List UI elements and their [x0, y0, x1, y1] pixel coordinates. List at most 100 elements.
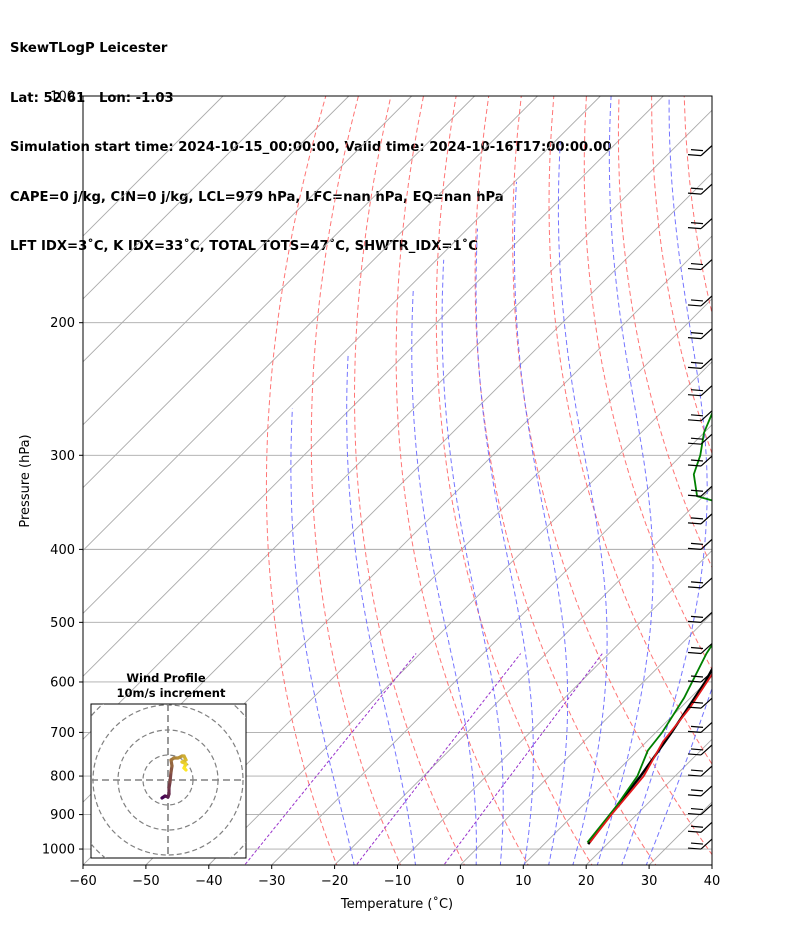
- wind-barb: [687, 259, 713, 271]
- cape-shading: [589, 669, 712, 843]
- wind-barb-staff: [700, 218, 713, 230]
- wind-barb-staff: [700, 671, 713, 683]
- moist-adiabat-line: [513, 181, 569, 865]
- wind-barb-flag: [687, 847, 702, 850]
- y-tick-label: 400: [50, 543, 75, 558]
- isotherm-line: [460, 612, 712, 865]
- isotherm-line: [83, 109, 712, 740]
- wind-barb-flag: [690, 769, 704, 772]
- wind-barb-flag: [690, 842, 704, 845]
- x-tick-label: 40: [704, 874, 721, 889]
- y-axis-ticks: 100 200 300 400 500 600 700 800 900 1000: [42, 90, 83, 858]
- wind-barb: [687, 744, 713, 756]
- wind-barb-flag: [690, 542, 704, 545]
- isotherm-line: [775, 96, 794, 865]
- moist-adiabat-line: [290, 408, 355, 865]
- wind-barb-flag: [687, 192, 702, 195]
- dry-adiabat-line: [310, 96, 402, 865]
- wind-barb-flag: [690, 807, 704, 811]
- wind-barb-flag: [690, 389, 704, 392]
- parcel-profile-line: [587, 666, 712, 845]
- wind-barb-flag: [687, 753, 702, 756]
- wind-barb-staff: [700, 821, 713, 833]
- wind-barb-staff: [700, 577, 713, 589]
- wind-barb-flag: [687, 366, 702, 369]
- wind-barb: [687, 218, 713, 230]
- isotherm-line: [334, 486, 712, 865]
- dry-adiabat-line: [583, 96, 712, 671]
- wind-barb-flag: [687, 774, 702, 777]
- x-tick-label: −50: [132, 874, 159, 889]
- wind-barb-flag: [690, 825, 704, 828]
- wind-barb-flag: [690, 414, 704, 417]
- wind-barb-staff: [700, 485, 713, 497]
- x-tick-label: −60: [69, 874, 96, 889]
- wind-barb-staff: [700, 145, 713, 157]
- hodograph-trace-segment: [182, 766, 188, 772]
- dry-adiabat-line: [683, 96, 712, 316]
- y-tick-label: 600: [50, 675, 75, 690]
- moist-adiabat-line: [596, 96, 654, 865]
- wind-barb-flag: [690, 517, 704, 520]
- wind-barb-flag: [687, 304, 702, 307]
- wind-barb-staff: [700, 328, 713, 340]
- dry-adiabat-line: [395, 96, 529, 865]
- isotherm-line: [585, 738, 712, 865]
- background-lines: [83, 96, 794, 868]
- isotherm-line: [648, 801, 712, 865]
- wind-barb-flag: [687, 794, 702, 797]
- wind-barb-flag: [687, 830, 702, 833]
- isotherm-line: [83, 96, 664, 677]
- wind-barb-flag: [690, 299, 704, 302]
- y-tick-label: 800: [50, 770, 75, 785]
- wind-barb-flag: [687, 522, 702, 525]
- wind-barb-flag: [690, 581, 704, 584]
- wind-barb-flag: [690, 459, 704, 462]
- wind-barb-flag: [687, 442, 702, 445]
- wind-barb-staff: [700, 513, 713, 525]
- x-axis-ticks: −60 −50 −40 −30 −20 −10 0 10 20 30 40: [69, 865, 720, 889]
- wind-barb-flag: [690, 701, 704, 704]
- y-tick-label: 900: [50, 808, 75, 823]
- isotherm-line: [83, 96, 475, 489]
- isotherm-line: [522, 675, 712, 865]
- wind-barb: [687, 183, 713, 195]
- y-tick-label: 100: [50, 90, 75, 105]
- y-tick-label: 1000: [42, 843, 75, 858]
- moist-adiabat-line: [645, 686, 712, 865]
- isotherm-line: [83, 96, 601, 615]
- wind-barb-flag: [687, 494, 702, 497]
- wind-barb-flag: [687, 419, 702, 422]
- wind-barb: [687, 538, 713, 550]
- x-tick-label: −10: [384, 874, 411, 889]
- isotherm-line: [711, 864, 712, 865]
- moist-adiabat-line: [346, 353, 417, 865]
- wind-barb-staff: [700, 455, 713, 467]
- dry-adiabat-line: [435, 96, 593, 865]
- wind-barb: [687, 295, 713, 307]
- wind-barb: [687, 485, 713, 497]
- y-tick-label: 500: [50, 616, 75, 631]
- cape-fill-layer: [589, 669, 712, 843]
- wind-barb-flag: [687, 730, 702, 733]
- wind-barb-staff: [700, 744, 713, 756]
- mixing-ratio-line: [244, 653, 417, 865]
- wind-barb-flag: [690, 149, 704, 152]
- dry-adiabat-line: [749, 96, 794, 868]
- wind-barb-flag: [690, 262, 704, 266]
- x-tick-label: −30: [258, 874, 285, 889]
- wind-barb: [687, 577, 713, 589]
- isotherm-line: [145, 298, 712, 865]
- mixing-ratio-line: [443, 653, 603, 865]
- header-station: SkewTLogP Leicester: [10, 41, 168, 56]
- dry-adiabat-line: [782, 96, 794, 868]
- header-coordinates: Lat: 52.61 Lon: -1.03: [10, 90, 174, 106]
- dry-adiabat-line: [512, 96, 712, 856]
- wind-barb-staff: [700, 643, 713, 654]
- wind-barb-staff: [700, 183, 713, 195]
- wind-barb: [687, 513, 713, 525]
- wind-barb-staff: [700, 804, 713, 816]
- wind-barb: [687, 721, 713, 733]
- profile-series: [586, 270, 712, 845]
